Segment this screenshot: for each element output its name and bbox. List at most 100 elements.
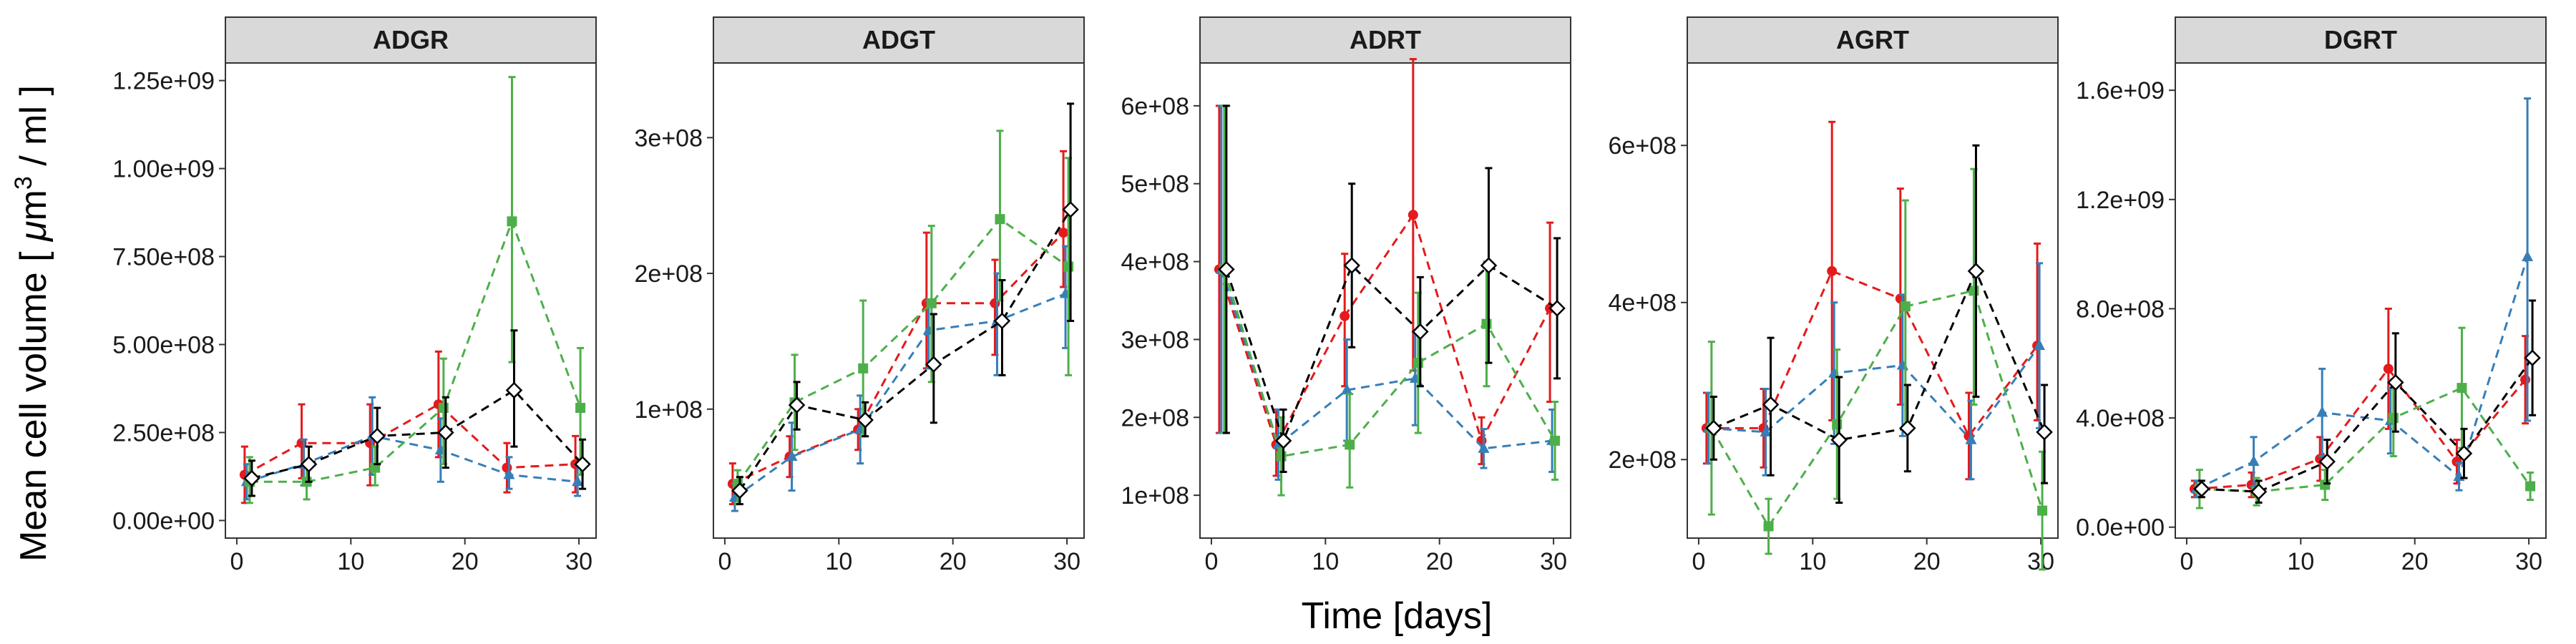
data-point-square xyxy=(575,403,586,414)
x-tick-label: 10 xyxy=(1799,548,1826,575)
panel-strip xyxy=(2175,16,2547,64)
x-tick-label: 30 xyxy=(565,548,592,575)
y-tick-label: 3e+08 xyxy=(1121,326,1190,353)
data-point-diamond xyxy=(925,356,942,373)
data-point-triangle xyxy=(1341,384,1353,395)
plot-frame xyxy=(2175,62,2547,539)
y-tick-label: 5.00e+08 xyxy=(112,331,215,358)
data-point-square xyxy=(858,363,869,374)
y-tick-label: 1.00e+09 xyxy=(112,156,215,183)
data-point-diamond xyxy=(1967,263,1985,280)
y-axis-title-part: Mean cell volume [ xyxy=(13,241,54,562)
data-point-square xyxy=(1345,439,1355,450)
panels: ADGR 0.00e+00 2.50e+08 5.00e+08 7.50e+08 1.00… xyxy=(112,16,2547,575)
data-point-square xyxy=(1413,358,1423,369)
y-axis-title-mu: μ xyxy=(13,220,54,243)
data-point-diamond xyxy=(2250,483,2268,500)
data-point-circle xyxy=(1058,228,1069,238)
data-point-square xyxy=(438,403,449,414)
x-tick-label: 0 xyxy=(718,548,731,575)
panel-strip xyxy=(1687,16,2059,64)
panel-adrt: ADRT 1e+08 2e+08 3e+08 4e+08 5e+08 6e+08 0 10 20 3… xyxy=(1121,16,1571,575)
data-point-diamond xyxy=(243,469,260,487)
data-point-diamond xyxy=(369,427,386,445)
plot-frame xyxy=(225,62,597,539)
y-tick-label: 2.50e+08 xyxy=(112,419,215,447)
series-square xyxy=(1706,167,2048,571)
data-point-diamond xyxy=(300,455,318,473)
data-point-diamond xyxy=(1548,300,1566,317)
series-line xyxy=(1710,289,2044,529)
panel-title: DGRT xyxy=(2324,25,2397,54)
x-tick-label: 30 xyxy=(1540,548,1567,575)
panel-adgt: ADGT 1e+08 2e+08 3e+08 0 10 20 30 xyxy=(635,16,1085,575)
data-point-square xyxy=(995,214,1005,225)
y-tick-label: 7.50e+08 xyxy=(112,244,215,271)
data-point-square xyxy=(1900,301,1911,312)
x-tick-label: 30 xyxy=(2515,548,2542,575)
data-point-square xyxy=(2388,413,2399,424)
data-point-diamond xyxy=(1899,419,1916,437)
data-point-diamond xyxy=(2455,444,2473,462)
data-point-diamond xyxy=(993,312,1011,330)
y-tick-label: 4.0e+08 xyxy=(2076,405,2165,432)
y-tick-label: 1.25e+09 xyxy=(112,68,215,95)
series-line xyxy=(1218,212,1551,448)
data-point-square xyxy=(1968,286,1979,296)
x-tick-label: 0 xyxy=(1204,548,1218,575)
y-tick-label: 5e+08 xyxy=(1121,171,1190,198)
series-diamond xyxy=(243,329,591,497)
series-diamond xyxy=(731,102,1079,506)
panel-strip xyxy=(1199,16,1571,64)
y-axis-title-superscript: 3 xyxy=(10,176,37,190)
y-axis-title: Mean cell volume [ μm3 / ml ] xyxy=(10,85,54,562)
y-tick-label: 6e+08 xyxy=(1121,93,1190,120)
series-line xyxy=(736,218,1069,484)
series-line xyxy=(1220,268,1553,450)
data-point-diamond xyxy=(1762,396,1780,414)
data-point-triangle xyxy=(572,475,584,487)
data-point-diamond xyxy=(1218,260,1235,278)
data-point-diamond xyxy=(788,396,806,414)
data-point-diamond xyxy=(731,482,748,499)
series-triangle xyxy=(2190,97,2534,499)
panel-strip xyxy=(713,16,1085,64)
y-tick-label: 4e+08 xyxy=(1121,249,1190,276)
plot-frame xyxy=(1199,62,1571,539)
y-axis-title-part: m xyxy=(13,190,54,220)
data-point-diamond xyxy=(1343,257,1360,274)
y-tick-label: 3e+08 xyxy=(635,125,703,152)
series-line xyxy=(738,209,1072,492)
y-axis-title-part: / ml ] xyxy=(13,85,54,176)
data-point-diamond xyxy=(2193,480,2210,498)
data-point-square xyxy=(2457,383,2467,394)
x-tick-label: 0 xyxy=(2180,548,2193,575)
data-point-square xyxy=(2525,481,2536,492)
data-point-triangle xyxy=(2034,339,2046,351)
data-point-square xyxy=(1063,261,1074,272)
y-tick-label: 2e+08 xyxy=(635,260,703,288)
data-point-diamond xyxy=(1412,323,1429,341)
series-diamond xyxy=(2193,299,2541,504)
x-tick-label: 20 xyxy=(1426,548,1453,575)
y-tick-label: 1.6e+09 xyxy=(2076,77,2165,104)
plot-frame xyxy=(1687,62,2059,539)
y-tick-label: 6e+08 xyxy=(1609,132,1677,160)
y-tick-label: 2e+08 xyxy=(1609,447,1677,474)
panel-dgrt: DGRT 0.0e+00 4.0e+08 8.0e+08 1.2e+09 1.6e+09 0… xyxy=(2076,16,2547,575)
data-point-triangle xyxy=(2316,406,2328,417)
y-tick-label: 1e+08 xyxy=(1121,482,1190,509)
data-point-diamond xyxy=(574,455,591,473)
x-tick-label: 20 xyxy=(1913,548,1941,575)
series-line xyxy=(1223,269,1556,458)
series-line xyxy=(1706,269,2039,439)
data-point-square xyxy=(926,298,937,308)
data-point-diamond xyxy=(1830,431,1848,449)
y-tick-label: 0.00e+00 xyxy=(112,507,215,535)
data-point-diamond xyxy=(1705,419,1722,437)
data-point-square xyxy=(1763,521,1774,532)
y-tick-label: 8.0e+08 xyxy=(2076,296,2165,323)
x-tick-label: 30 xyxy=(1053,548,1080,575)
x-tick-label: 30 xyxy=(2027,548,2054,575)
